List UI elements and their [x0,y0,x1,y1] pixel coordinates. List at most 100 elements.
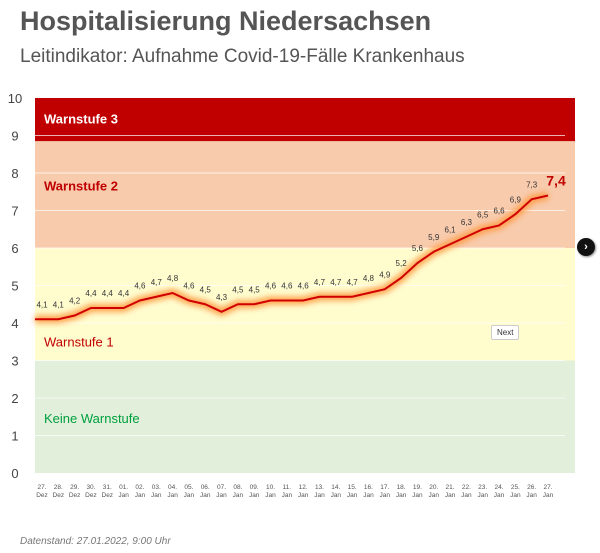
x-tick-month: Jan [200,492,211,499]
data-label: 4,6 [281,282,293,291]
x-tick-day: 22. [462,484,471,491]
data-label: 4,6 [183,282,195,291]
x-tick-month: Jan [412,492,423,499]
band-0 [35,360,575,473]
x-tick-day: 05. [184,484,193,491]
x-tick-month: Jan [461,492,472,499]
y-tick-label: 8 [11,166,18,181]
x-tick-month: Jan [380,492,391,499]
data-label: 5,6 [412,244,424,253]
data-label: 6,1 [445,225,457,234]
x-tick-day: 03. [152,484,161,491]
data-status: Datenstand: 27.01.2022, 9:00 Uhr [20,536,171,547]
x-tick-day: 30. [86,484,95,491]
x-tick-month: Jan [135,492,146,499]
data-label: 4,4 [118,289,130,298]
x-tick-day: 27. [543,484,552,491]
data-label: 7,3 [526,180,538,189]
x-tick-day: 21. [446,484,455,491]
y-tick-label: 6 [11,241,18,256]
x-tick-day: 13. [315,484,324,491]
x-tick-month: Jan [151,492,162,499]
series-line [35,194,549,321]
x-tick-month: Dez [85,492,97,499]
x-tick-day: 28. [54,484,63,491]
data-label: 4,4 [85,289,97,298]
data-label: 4,5 [249,285,261,294]
data-label: 4,5 [232,285,244,294]
x-tick-month: Jan [265,492,276,499]
x-tick-day: 16. [364,484,373,491]
band-label-1: Warnstufe 1 [44,334,114,349]
x-tick-month: Jan [477,492,488,499]
data-label: 4,2 [69,297,81,306]
x-tick-month: Jan [282,492,293,499]
x-tick-month: Jan [363,492,374,499]
x-tick-month: Jan [184,492,195,499]
data-label: 4,8 [167,274,179,283]
x-tick-month: Jan [543,492,554,499]
x-tick-day: 31. [103,484,112,491]
chart-title: Hospitalisierung Niedersachsen [20,6,432,36]
x-tick-month: Jan [118,492,129,499]
x-tick-day: 14. [331,484,340,491]
chevron-right-icon[interactable]: › [577,238,595,256]
data-label: 4,7 [314,278,326,287]
x-tick-day: 11. [283,484,292,491]
data-label: 4,3 [216,293,228,302]
x-tick-day: 04. [168,484,177,491]
x-tick-month: Jan [331,492,342,499]
data-label: 4,4 [102,289,114,298]
x-tick-month: Jan [510,492,521,499]
x-tick-day: 09. [250,484,259,491]
x-tick-day: 17. [380,484,389,491]
band-label-3: Warnstufe 3 [44,112,118,127]
x-tick-day: 24. [495,484,504,491]
y-tick-label: 2 [11,391,18,406]
x-tick-day: 15. [348,484,357,491]
x-tick-day: 27. [37,484,46,491]
band-2 [35,141,575,248]
data-label: 4,1 [36,300,48,309]
x-tick-day: 02. [135,484,144,491]
x-tick-month: Jan [167,492,178,499]
data-label: 6,6 [493,207,505,216]
data-label: 5,9 [428,233,440,242]
y-tick-label: 1 [11,429,18,444]
data-label: 4,5 [200,285,212,294]
x-tick-month: Jan [347,492,358,499]
data-label: 4,6 [134,282,146,291]
band-label-0: Keine Warnstufe [44,411,140,426]
x-tick-month: Dez [53,492,65,499]
y-tick-label: 10 [8,91,22,106]
x-tick-day: 06. [201,484,210,491]
band-3 [35,98,575,142]
x-tick-month: Jan [428,492,439,499]
data-label: 4,7 [347,278,359,287]
y-tick-label: 3 [11,354,18,369]
x-tick-day: 23. [478,484,487,491]
data-label: 4,6 [265,282,277,291]
y-tick-label: 5 [11,279,18,294]
x-tick-month: Jan [233,492,244,499]
data-label: 4,1 [53,300,65,309]
x-tick-month: Jan [445,492,456,499]
x-tick-month: Jan [249,492,260,499]
x-tick-day: 25. [511,484,520,491]
x-tick-month: Jan [314,492,325,499]
data-label: 6,5 [477,210,489,219]
x-tick-day: 26. [527,484,536,491]
x-tick-day: 18. [397,484,406,491]
x-tick-month: Jan [494,492,505,499]
x-tick-day: 20. [429,484,438,491]
x-tick-day: 07. [217,484,226,491]
y-tick-label: 7 [11,204,18,219]
x-tick-day: 29. [70,484,79,491]
y-tick-label: 0 [11,466,18,481]
y-tick-label: 9 [11,129,18,144]
x-tick-day: 19. [413,484,422,491]
data-label: 4,7 [151,278,163,287]
x-tick-day: 08. [233,484,242,491]
next-button[interactable]: Next [491,325,520,340]
